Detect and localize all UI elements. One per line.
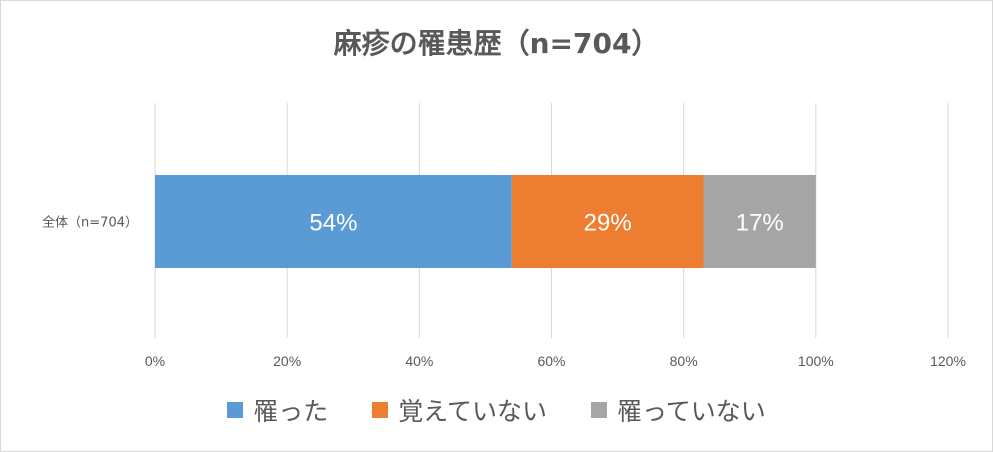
data-label-0-1: 29% <box>584 210 632 237</box>
x-tick-label-0: 0% <box>145 353 165 369</box>
legend-label-2: 罹っていない <box>617 397 766 426</box>
chart-title: 麻疹の罹患歴（n=704） <box>333 27 660 60</box>
x-tick-label-3: 60% <box>537 353 565 369</box>
legend-swatch-1 <box>372 402 389 418</box>
x-tick-label-1: 20% <box>273 353 301 369</box>
legend-label-1: 覚えていない <box>398 397 547 426</box>
data-label-0-2: 17% <box>736 210 784 237</box>
legend-swatch-0 <box>227 402 244 418</box>
legend-swatch-2 <box>591 402 607 418</box>
x-tick-label-4: 80% <box>670 353 698 369</box>
bar-0-0 <box>155 175 512 268</box>
x-tick-label-5: 100% <box>798 353 834 369</box>
legend: 罹った 覚えていない 罹っていない <box>0 392 993 428</box>
x-tick-label-6: 120% <box>930 353 966 369</box>
category-label-0: 全体（n=704） <box>42 215 138 231</box>
x-tick-label-2: 40% <box>405 353 433 369</box>
legend-label-0: 罹った <box>253 397 329 426</box>
legend-item-1: 覚えていない <box>372 392 547 428</box>
data-label-0-0: 54% <box>309 210 357 237</box>
legend-item-0: 罹った <box>227 392 328 428</box>
bar-0-2 <box>703 175 816 268</box>
bar-0-1 <box>511 175 704 268</box>
legend-item-2: 罹っていない <box>591 392 766 428</box>
